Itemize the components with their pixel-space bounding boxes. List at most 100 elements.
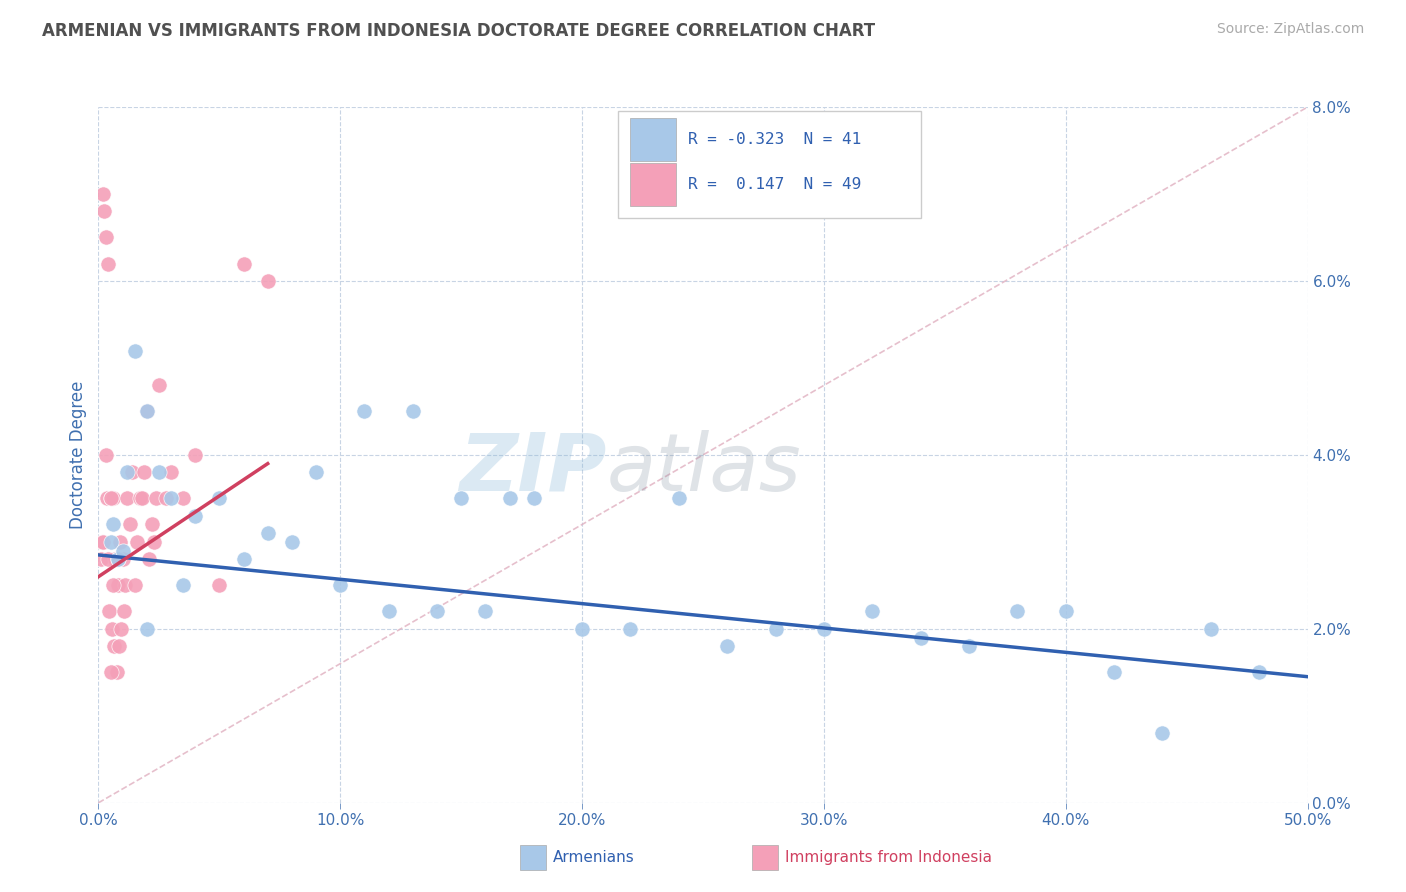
FancyBboxPatch shape [630,118,676,161]
Point [148,466,170,480]
Point [107,552,129,566]
Point [426,605,449,619]
Point [117,466,139,480]
FancyBboxPatch shape [630,162,676,206]
Text: atlas: atlas [606,430,801,508]
Point [105,665,128,680]
Text: Source: ZipAtlas.com: Source: ZipAtlas.com [1216,22,1364,37]
Point [111,552,134,566]
Point [100,535,122,549]
Point [91,187,114,202]
Point [96,491,118,506]
Point [128,491,150,506]
Point [93,204,115,219]
Point [124,343,146,358]
Text: ARMENIAN VS IMMIGRANTS FROM INDONESIA DOCTORATE DEGREE CORRELATION CHART: ARMENIAN VS IMMIGRANTS FROM INDONESIA DO… [42,22,876,40]
Point [101,578,124,592]
Point [94,448,117,462]
Point [100,491,122,506]
Point [91,535,114,549]
Point [91,535,114,549]
Point [232,256,254,270]
Point [100,622,122,636]
Point [353,404,375,418]
Point [377,605,399,619]
Point [232,552,254,566]
Point [103,639,125,653]
Point [108,535,131,549]
Point [100,491,122,506]
Point [1249,665,1271,680]
Point [124,578,146,592]
Point [450,491,472,506]
Point [208,578,231,592]
Point [1152,726,1174,740]
Point [474,605,496,619]
Point [135,622,157,636]
Point [402,404,425,418]
Point [97,552,120,566]
Text: Immigrants from Indonesia: Immigrants from Indonesia [785,850,991,864]
Y-axis label: Doctorate Degree: Doctorate Degree [69,381,87,529]
Point [90,552,112,566]
Point [184,448,207,462]
Point [118,517,141,532]
Point [813,622,835,636]
Point [208,491,231,506]
Point [160,491,183,506]
Point [619,622,641,636]
Point [98,605,121,619]
Point [107,578,129,592]
Point [160,466,183,480]
Point [305,466,328,480]
Point [172,491,194,506]
Text: R =  0.147  N = 49: R = 0.147 N = 49 [689,177,862,192]
Point [100,665,122,680]
Point [1054,605,1077,619]
Point [117,491,139,506]
Point [110,622,132,636]
Text: R = -0.323  N = 41: R = -0.323 N = 41 [689,132,862,147]
Point [114,578,136,592]
Point [121,466,143,480]
Point [143,535,166,549]
Point [138,552,160,566]
Point [523,491,546,506]
Point [107,552,129,566]
Point [281,535,304,549]
Point [172,578,194,592]
Point [1199,622,1222,636]
FancyBboxPatch shape [619,111,921,219]
Point [101,491,124,506]
Point [184,508,207,523]
Point [668,491,690,506]
Point [498,491,520,506]
Point [329,578,352,592]
Point [134,466,156,480]
Text: Armenians: Armenians [553,850,634,864]
Point [1007,605,1029,619]
Point [155,491,177,506]
Point [716,639,738,653]
Point [910,631,932,645]
Point [131,491,153,506]
Point [141,517,163,532]
Point [108,639,131,653]
Point [112,605,135,619]
Point [111,543,134,558]
Text: ZIP: ZIP [458,430,606,508]
Point [765,622,787,636]
Point [135,404,157,418]
Point [860,605,883,619]
Point [1102,665,1125,680]
Point [97,256,120,270]
Point [148,378,170,392]
Point [104,552,127,566]
Point [101,517,124,532]
Point [571,622,593,636]
Point [145,491,167,506]
Point [127,535,149,549]
Point [256,526,278,541]
Point [957,639,980,653]
Point [135,404,157,418]
